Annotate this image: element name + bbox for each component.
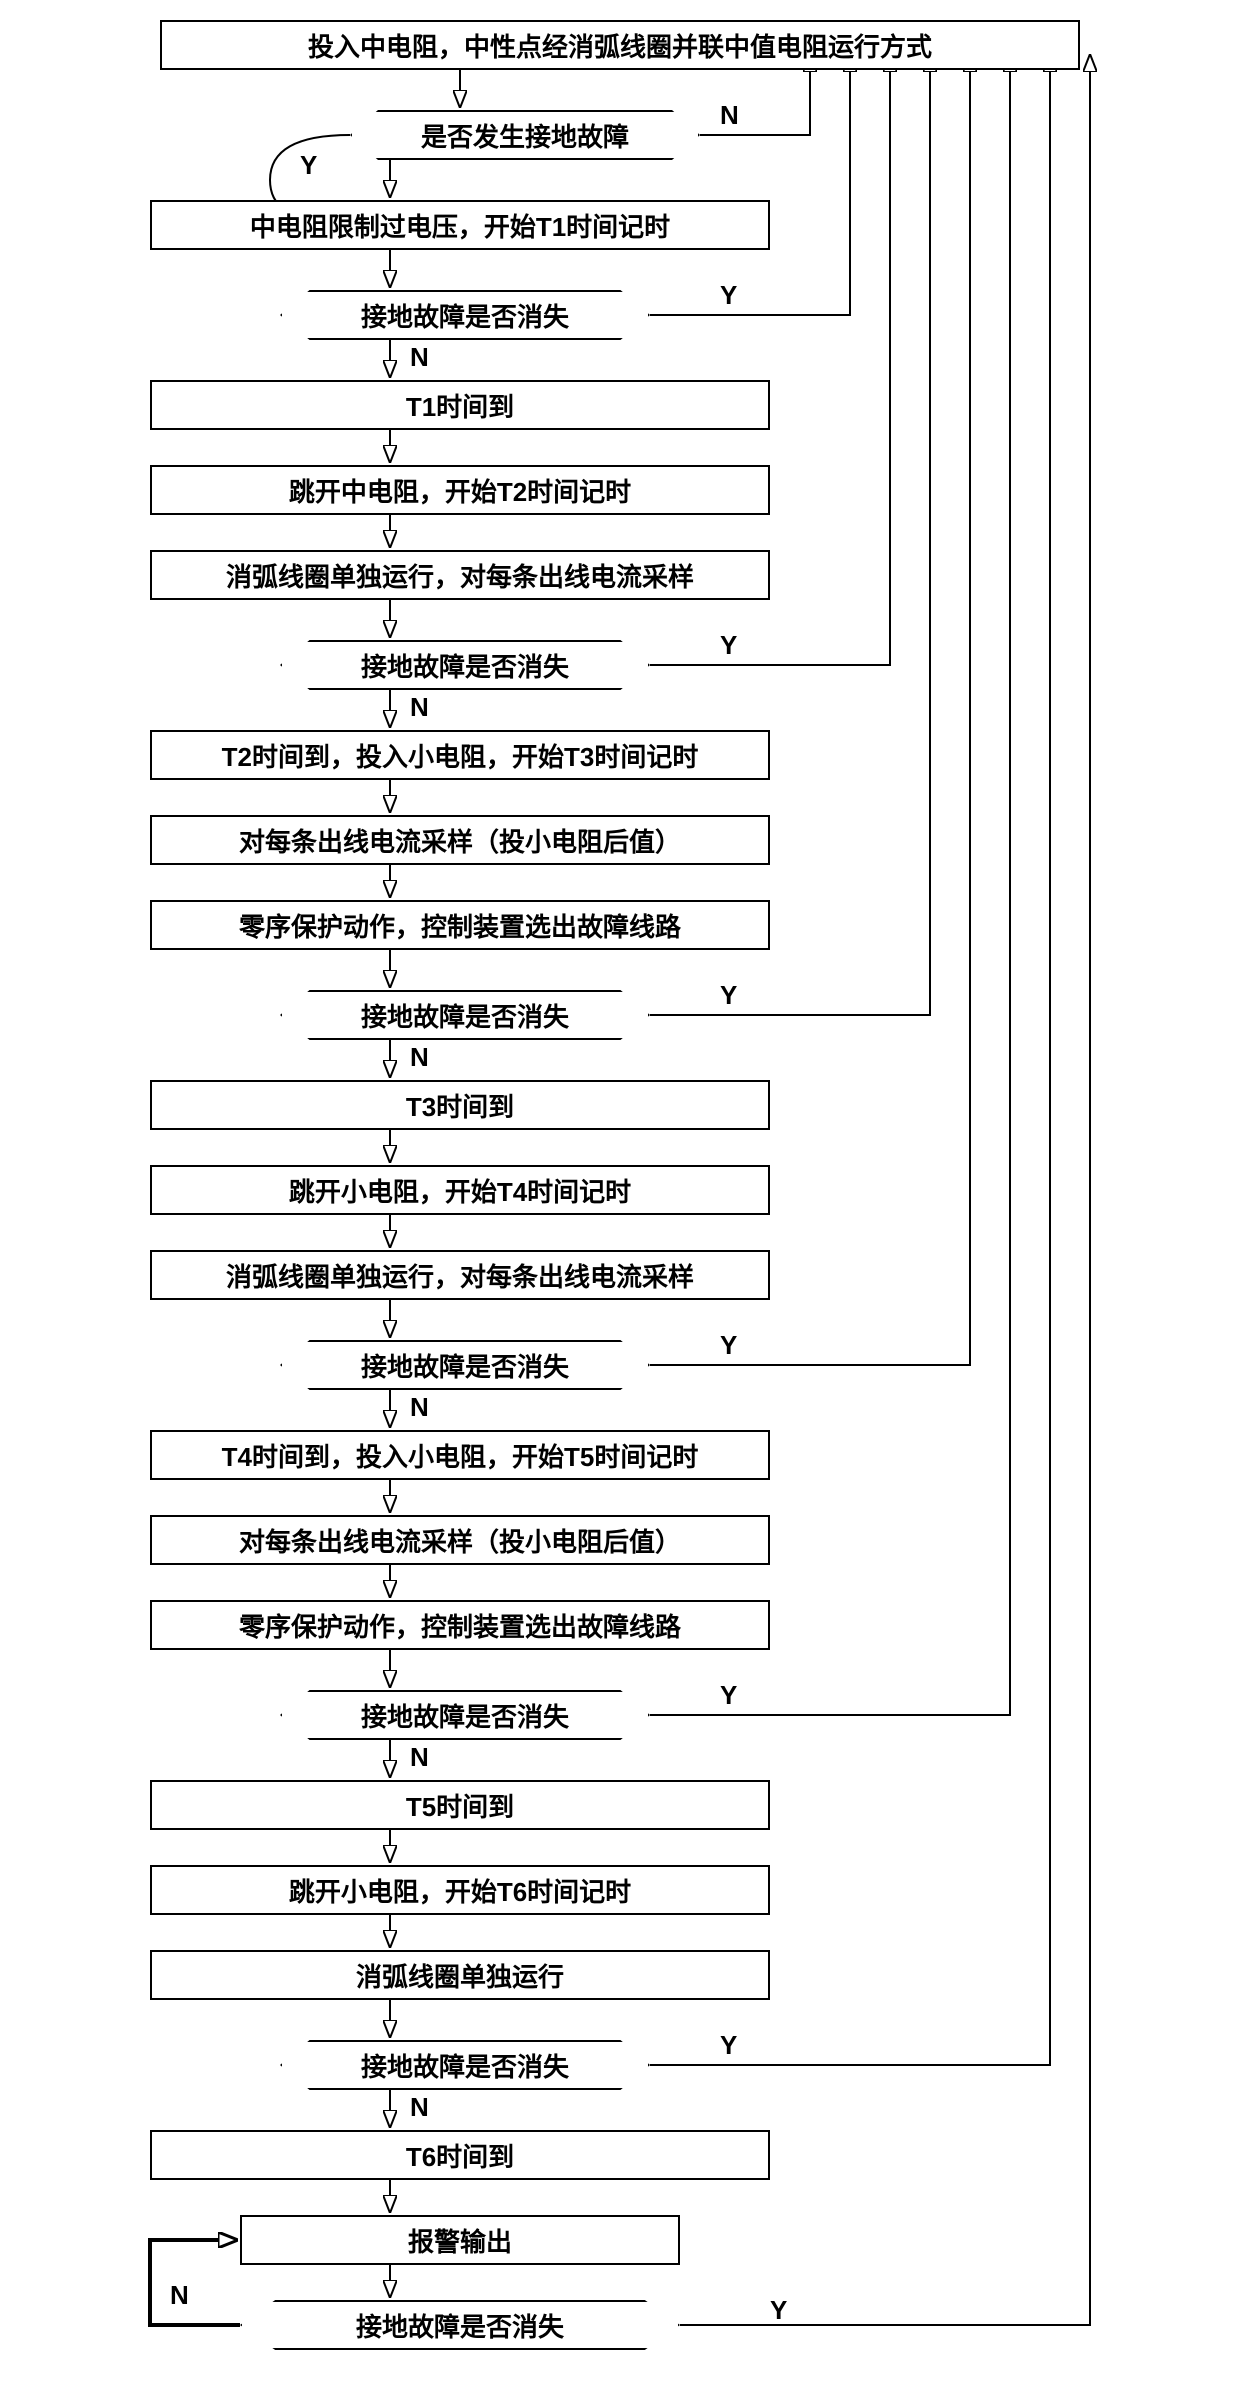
node-start: 投入中电阻，中性点经消弧线圈并联中值电阻运行方式 — [160, 20, 1080, 70]
label-d5-n: N — [410, 1392, 429, 1423]
label-d4-y: Y — [720, 980, 737, 1011]
label-d7-y: Y — [720, 2030, 737, 2061]
node-p3: 跳开中电阻，开始T2时间记时 — [150, 465, 770, 515]
label-d1-n: N — [720, 100, 739, 131]
node-d5: 接地故障是否消失 — [280, 1340, 650, 1390]
node-p9: 跳开小电阻，开始T4时间记时 — [150, 1165, 770, 1215]
label-d6-y: Y — [720, 1680, 737, 1711]
node-p8: T3时间到 — [150, 1080, 770, 1130]
label-d7-n: N — [410, 2092, 429, 2123]
node-p7: 零序保护动作，控制装置选出故障线路 — [150, 900, 770, 950]
node-p10: 消弧线圈单独运行，对每条出线电流采样 — [150, 1250, 770, 1300]
node-p13: 零序保护动作，控制装置选出故障线路 — [150, 1600, 770, 1650]
label-d3-n: N — [410, 692, 429, 723]
label-d1-y: Y — [300, 150, 317, 181]
label-d8-y: Y — [770, 2295, 787, 2326]
node-d3: 接地故障是否消失 — [280, 640, 650, 690]
label-d2-n: N — [410, 342, 429, 373]
label-d6-n: N — [410, 1742, 429, 1773]
node-d8: 接地故障是否消失 — [240, 2300, 680, 2350]
flowchart-container: 投入中电阻，中性点经消弧线圈并联中值电阻运行方式 是否发生接地故障 中电阻限制过… — [20, 20, 1220, 2380]
node-d2: 接地故障是否消失 — [280, 290, 650, 340]
node-p1: 中电阻限制过电压，开始T1时间记时 — [150, 200, 770, 250]
label-d2-y: Y — [720, 280, 737, 311]
node-p16: 消弧线圈单独运行 — [150, 1950, 770, 2000]
label-d8-n: N — [170, 2280, 189, 2311]
label-d3-y: Y — [720, 630, 737, 661]
node-d6: 接地故障是否消失 — [280, 1690, 650, 1740]
node-p4: 消弧线圈单独运行，对每条出线电流采样 — [150, 550, 770, 600]
node-p5: T2时间到，投入小电阻，开始T3时间记时 — [150, 730, 770, 780]
node-p11: T4时间到，投入小电阻，开始T5时间记时 — [150, 1430, 770, 1480]
node-d1: 是否发生接地故障 — [350, 110, 700, 160]
node-p2: T1时间到 — [150, 380, 770, 430]
node-d7: 接地故障是否消失 — [280, 2040, 650, 2090]
node-p18: 报警输出 — [240, 2215, 680, 2265]
node-p14: T5时间到 — [150, 1780, 770, 1830]
label-d5-y: Y — [720, 1330, 737, 1361]
node-p15: 跳开小电阻，开始T6时间记时 — [150, 1865, 770, 1915]
node-p12: 对每条出线电流采样（投小电阻后值） — [150, 1515, 770, 1565]
node-d4: 接地故障是否消失 — [280, 990, 650, 1040]
label-d4-n: N — [410, 1042, 429, 1073]
node-p17: T6时间到 — [150, 2130, 770, 2180]
node-p6: 对每条出线电流采样（投小电阻后值） — [150, 815, 770, 865]
